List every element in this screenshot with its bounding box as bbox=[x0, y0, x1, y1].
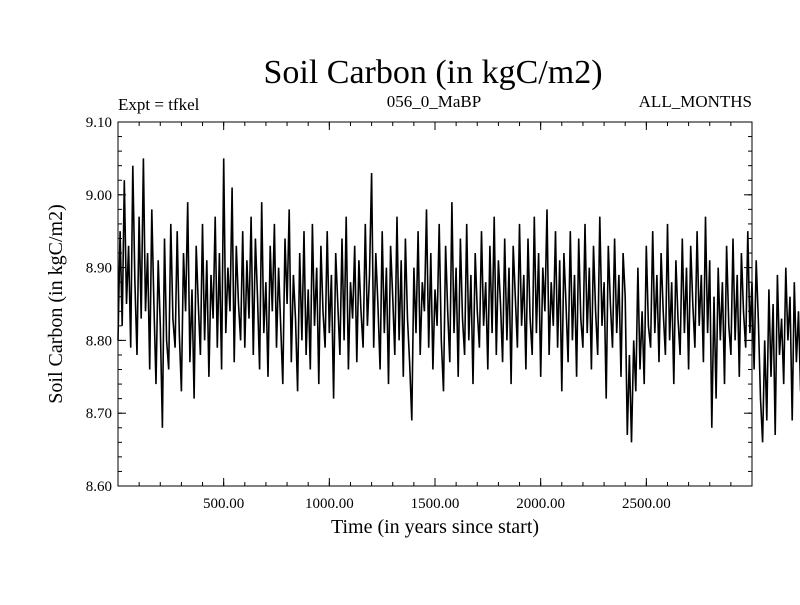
y-tick-label: 8.80 bbox=[86, 333, 112, 349]
chart-title: Soil Carbon (in kgC/m2) bbox=[263, 54, 602, 91]
y-tick-label: 8.90 bbox=[86, 261, 112, 277]
x-tick-label: 1000.00 bbox=[305, 496, 354, 512]
y-tick-label: 8.60 bbox=[86, 479, 112, 495]
x-tick-label: 2500.00 bbox=[622, 496, 671, 512]
series-line-0 bbox=[117, 158, 800, 443]
plot-frame bbox=[117, 121, 753, 487]
months-label: ALL_MONTHS bbox=[639, 92, 752, 111]
y-tick-label: 9.00 bbox=[86, 188, 112, 204]
run-label: 056_0_MaBP bbox=[387, 92, 481, 111]
tick-layer: 8.60 8.70 8.80 8.90 9.00 9.10 500.00 1000.00 150… bbox=[86, 115, 752, 512]
y-axis-label: Soil Carbon (in kgC/m2) bbox=[45, 204, 67, 403]
x-tick-label: 500.00 bbox=[203, 496, 244, 512]
series-layer bbox=[117, 158, 800, 443]
experiment-label: Expt = tfkel bbox=[118, 95, 200, 114]
y-tick-label: 9.10 bbox=[86, 115, 112, 131]
y-tick-label: 8.70 bbox=[86, 406, 112, 422]
x-tick-label: 2000.00 bbox=[516, 496, 565, 512]
x-axis-label: Time (in years since start) bbox=[331, 516, 539, 538]
x-tick-label: 1500.00 bbox=[411, 496, 460, 512]
